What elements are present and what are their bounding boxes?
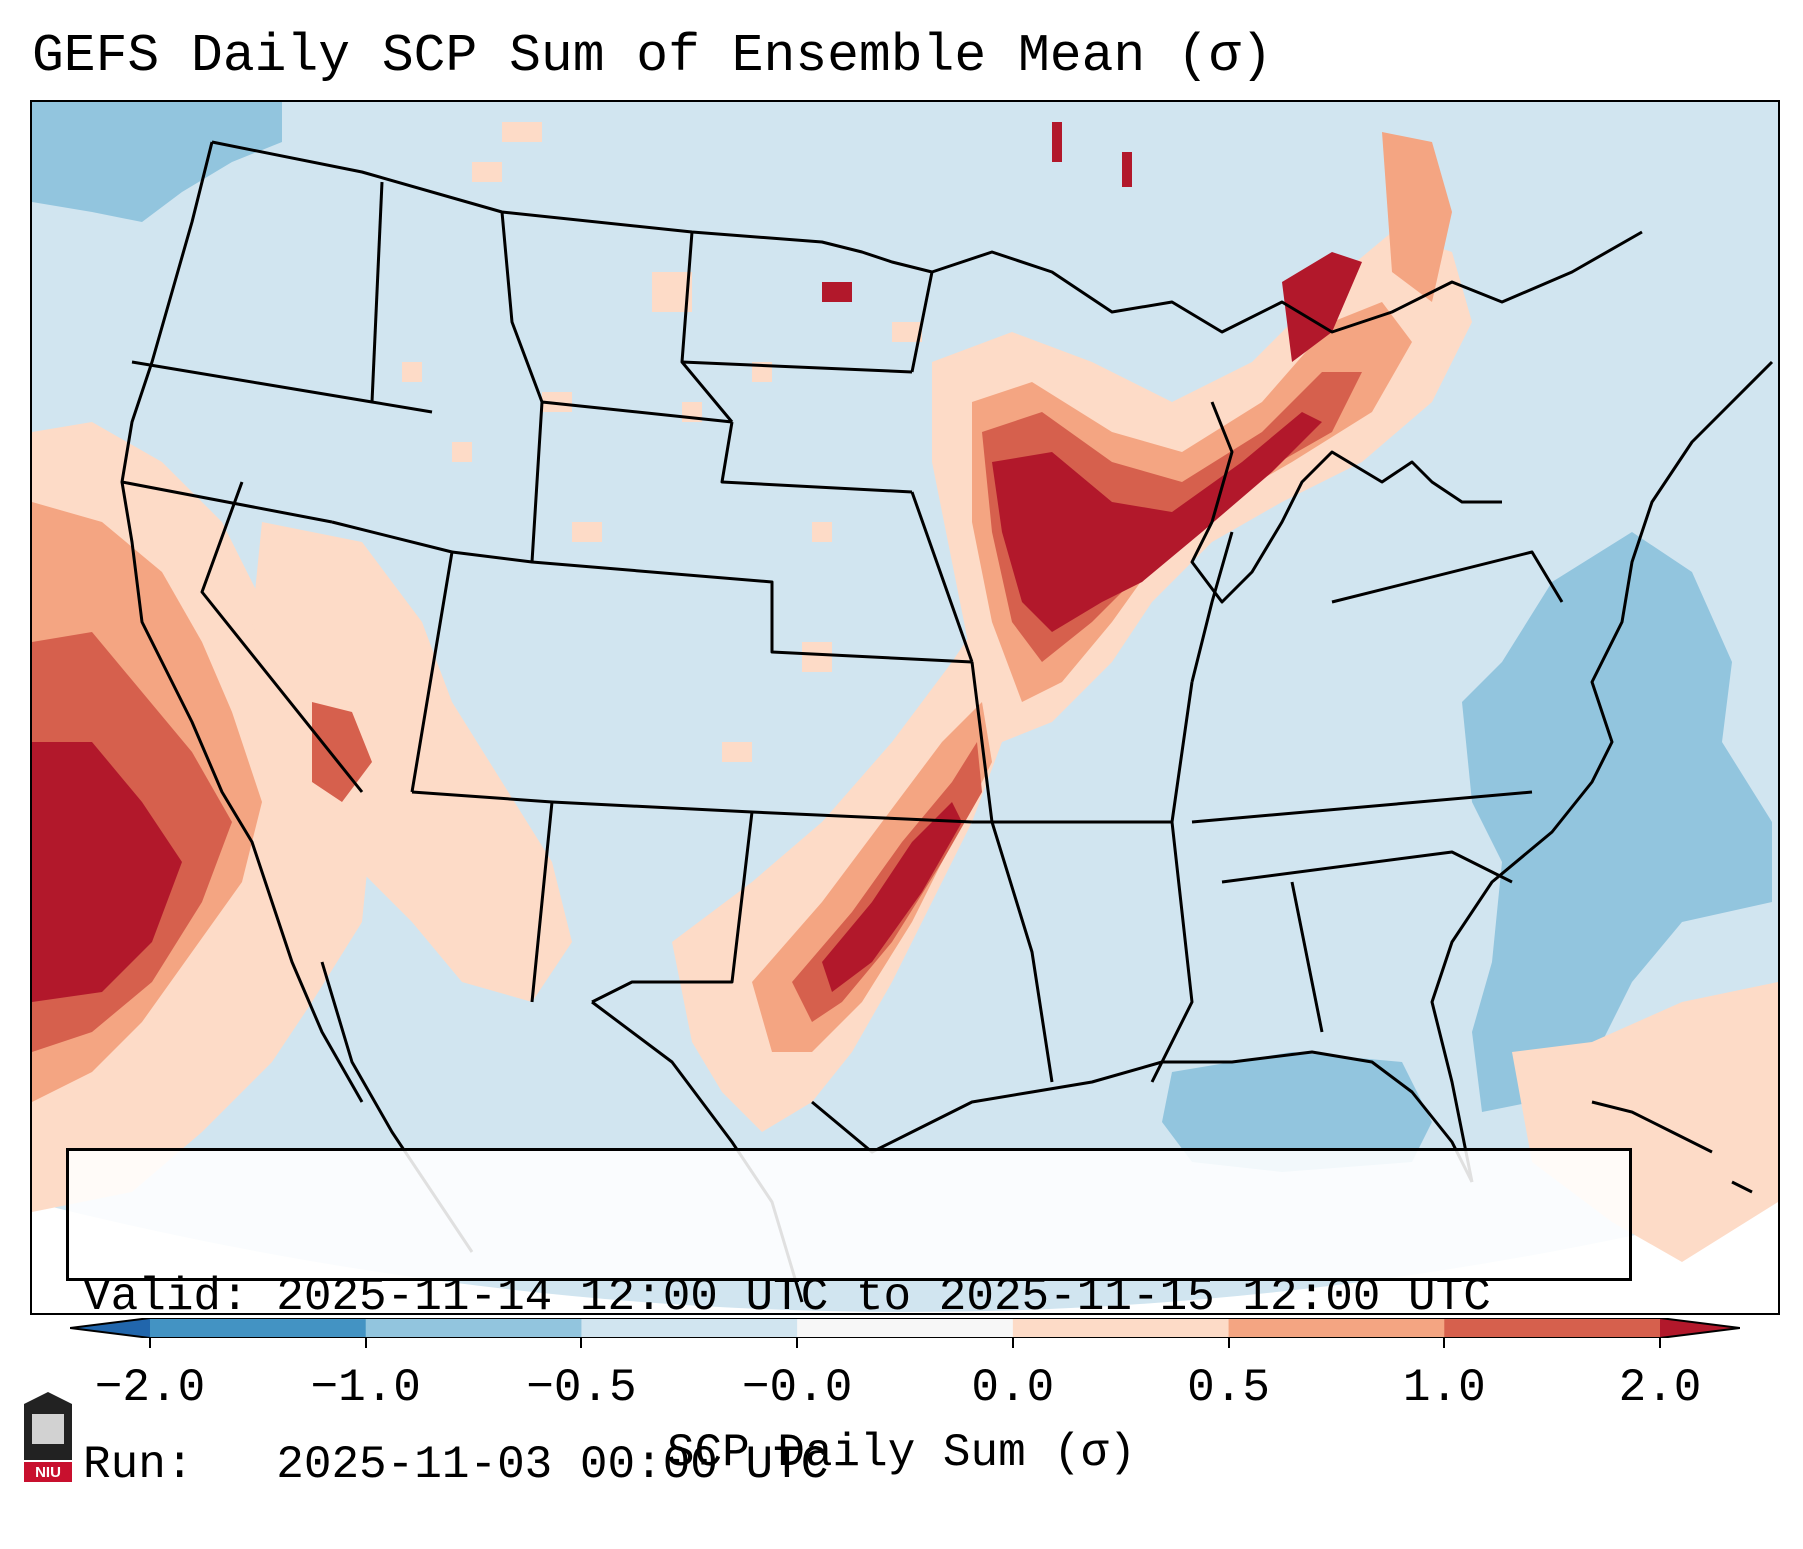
darkred-field-midwest <box>992 412 1322 632</box>
colorbar-tick-label: 2.0 <box>1618 1362 1702 1414</box>
colorbar-bin-0 <box>150 1318 367 1338</box>
border-ca-nv <box>200 481 364 793</box>
great-lakes-outline <box>1190 401 1502 604</box>
valid-time-text: Valid: 2025-11-14 12:00 UTC to 2025-11-1… <box>83 1271 1491 1323</box>
colorbar-bin-5 <box>1228 1318 1445 1338</box>
west-coastline <box>120 141 364 1103</box>
border-canada-us-east <box>931 230 1643 334</box>
red-spot-nevada <box>312 702 372 802</box>
colorbar-extend-min <box>70 1318 150 1338</box>
border-il <box>1190 531 1234 683</box>
colorbar-bin-4 <box>1012 1318 1230 1338</box>
border-mt-wy <box>500 211 544 403</box>
caribbean-islands <box>1591 1100 1753 1194</box>
border-ut-wy <box>451 400 733 564</box>
valid-run-info-box: Valid: 2025-11-14 12:00 UTC to 2025-11-1… <box>66 1148 1632 1491</box>
darkred-field-west <box>32 742 182 1002</box>
darkred-streak-ontario <box>1282 252 1362 362</box>
colorbar-tick-label: 0.0 <box>971 1362 1055 1414</box>
blue-patch-pacific-nw <box>32 102 282 222</box>
colorbar-tick-label: −0.5 <box>526 1362 637 1414</box>
border-nm-tx <box>591 811 754 1004</box>
pink-speckles-plains <box>402 122 922 762</box>
border-nd-sd-line <box>681 360 913 374</box>
logo-text: NIU <box>35 1464 61 1481</box>
colorbar <box>70 1318 1740 1338</box>
darkred-spot-canada-1 <box>1052 122 1062 162</box>
colorbar-tick-label: −1.0 <box>310 1362 421 1414</box>
colorbar-tick-mark <box>1011 1338 1014 1348</box>
colorbar-bin-3 <box>797 1318 1014 1338</box>
darkred-field-texas <box>822 802 962 992</box>
colorbar-tick-mark <box>1227 1338 1230 1348</box>
border-co-ks <box>531 560 973 664</box>
border-al-ms <box>1290 881 1324 1033</box>
darkred-spot-north-dakota <box>822 282 852 302</box>
colorbar-tick-mark <box>1443 1338 1446 1348</box>
border-or-ca <box>121 480 333 524</box>
colorbar-extend-max <box>1660 1318 1740 1338</box>
border-az-nm <box>530 801 554 1003</box>
blue-patch-gulf <box>1162 1052 1432 1172</box>
colorbar-tick-mark <box>796 1338 799 1348</box>
salmon-streak-quebec <box>1382 132 1452 302</box>
blue-patch-atlantic <box>1462 532 1772 1112</box>
border-tn-north <box>1191 790 1533 824</box>
map-canvas <box>32 102 1778 1313</box>
colorbar-tick-mark <box>364 1338 367 1348</box>
colorbar-label: SCP Daily Sum (σ) <box>666 1427 1137 1479</box>
colorbar-bin-2 <box>581 1318 798 1338</box>
darkred-spot-canada-2 <box>1122 152 1132 187</box>
niu-logo: NIU <box>24 1392 72 1482</box>
border-ms-la <box>1150 821 1194 1083</box>
colorbar-tick-label: 0.5 <box>1187 1362 1270 1414</box>
map-frame <box>30 100 1780 1315</box>
border-ks-mo-ar <box>970 661 1054 1083</box>
border-mn-west <box>910 271 934 373</box>
east-coastline <box>1430 360 1774 1183</box>
border-sd-ne <box>720 421 913 494</box>
border-id-mt-west <box>370 181 384 403</box>
chart-title: GEFS Daily SCP Sum of Ensemble Mean (σ) <box>32 26 1273 86</box>
pink-field-southwest <box>252 522 572 1002</box>
colorbar-tick-mark <box>1659 1338 1661 1348</box>
border-pa <box>1331 550 1564 604</box>
colorbar-tick-label: −0.0 <box>741 1362 853 1414</box>
gulf-coastline <box>811 1050 1474 1183</box>
colorbar-tick-label: 1.0 <box>1402 1362 1486 1414</box>
colorbar-tick-mark <box>149 1338 151 1348</box>
colorbar-bin-6 <box>1444 1318 1661 1338</box>
border-al-ga <box>1221 850 1513 884</box>
logo-badge <box>24 1462 72 1482</box>
colorbar-bin-1 <box>365 1318 582 1338</box>
border-nm-ok <box>411 790 973 824</box>
colorbar-tick-label: −2.0 <box>94 1362 206 1414</box>
border-ia-mo <box>910 491 974 663</box>
colorbar-tick-mark <box>580 1338 583 1348</box>
border-lines <box>120 140 1774 1303</box>
projection-edge <box>32 1202 1778 1313</box>
border-canada-us-west <box>211 140 933 274</box>
run-time-text: Run: 2025-11-03 00:00 UTC <box>83 1439 829 1491</box>
